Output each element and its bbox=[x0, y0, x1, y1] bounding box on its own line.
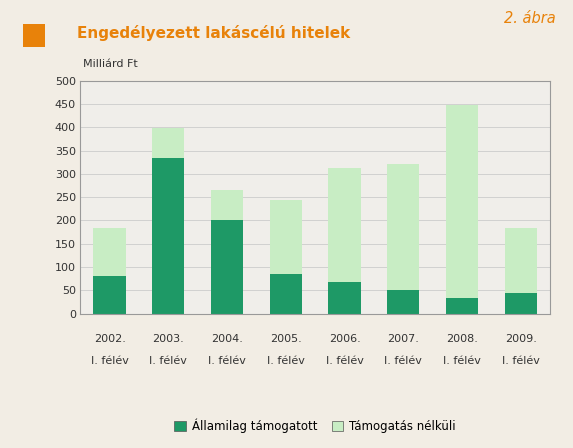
Bar bbox=[270, 200, 302, 274]
Text: 2005.: 2005. bbox=[270, 334, 301, 344]
Bar bbox=[93, 276, 125, 314]
Text: 2008.: 2008. bbox=[446, 334, 478, 344]
Text: I. félév: I. félév bbox=[208, 356, 246, 366]
Text: 2003.: 2003. bbox=[152, 334, 184, 344]
Bar bbox=[328, 168, 360, 282]
Text: 2. ábra: 2. ábra bbox=[504, 11, 556, 26]
Text: 2002.: 2002. bbox=[93, 334, 125, 344]
Text: I. félév: I. félév bbox=[325, 356, 363, 366]
Text: 2007.: 2007. bbox=[387, 334, 419, 344]
Bar bbox=[270, 274, 302, 314]
Text: I. félév: I. félév bbox=[502, 356, 540, 366]
Text: Engedélyezett lakáscélú hitelek: Engedélyezett lakáscélú hitelek bbox=[77, 25, 351, 41]
Text: 2004.: 2004. bbox=[211, 334, 243, 344]
Bar bbox=[152, 128, 185, 158]
Bar bbox=[446, 105, 478, 298]
Text: I. félév: I. félév bbox=[150, 356, 187, 366]
Text: 2006.: 2006. bbox=[329, 334, 360, 344]
Text: I. félév: I. félév bbox=[91, 356, 128, 366]
Bar bbox=[387, 290, 419, 314]
Text: Milliárd Ft: Milliárd Ft bbox=[83, 60, 138, 69]
Text: 2009.: 2009. bbox=[505, 334, 537, 344]
Bar bbox=[446, 298, 478, 314]
Bar bbox=[505, 228, 537, 293]
Text: I. félév: I. félév bbox=[443, 356, 481, 366]
Text: I. félév: I. félév bbox=[267, 356, 305, 366]
Bar bbox=[505, 293, 537, 314]
Bar bbox=[328, 282, 360, 314]
Bar bbox=[93, 228, 125, 276]
Bar bbox=[211, 190, 243, 220]
Text: I. félév: I. félév bbox=[384, 356, 422, 366]
Legend: Államilag támogatott, Támogatás nélküli: Államilag támogatott, Támogatás nélküli bbox=[170, 414, 461, 438]
Bar bbox=[387, 164, 419, 290]
Bar bbox=[152, 158, 185, 314]
Bar bbox=[211, 220, 243, 314]
